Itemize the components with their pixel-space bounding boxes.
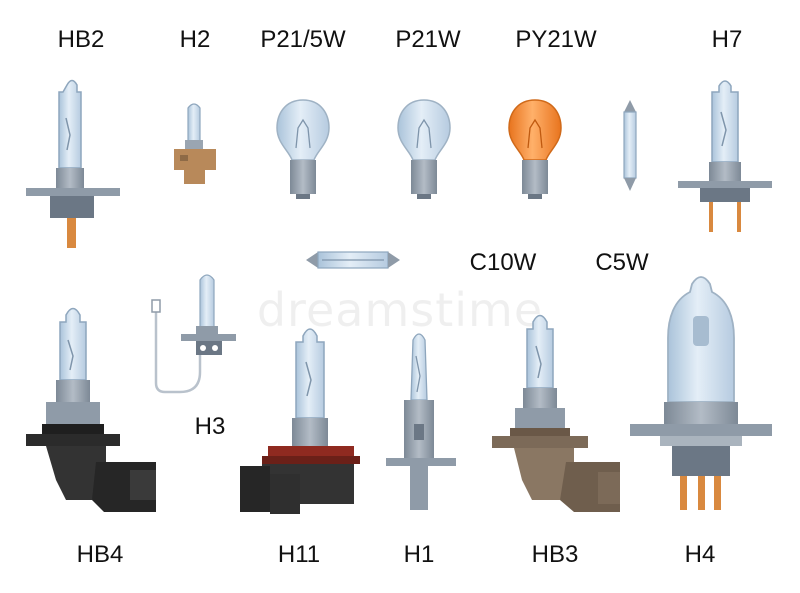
bulb-py21w <box>508 99 562 199</box>
bulb-h11 <box>240 328 360 514</box>
label-c10w: C10W <box>469 249 537 276</box>
bulb-hb2 <box>26 79 120 248</box>
label-hb2: HB2 <box>57 26 105 53</box>
label-h11: H11 <box>277 541 321 568</box>
label-h4: H4 <box>684 541 716 568</box>
bulb-h1 <box>386 333 456 510</box>
watermark: dreamstime <box>256 283 544 337</box>
bulb-hb3 <box>492 314 620 512</box>
label-h3: H3 <box>194 413 226 440</box>
label-h7: H7 <box>711 26 743 53</box>
label-c5w: C5W <box>595 249 649 276</box>
label-hb3: HB3 <box>531 541 579 568</box>
label-py21w: PY21W <box>515 26 597 53</box>
label-hb4: HB4 <box>76 541 124 568</box>
label-h2: H2 <box>179 26 211 53</box>
label-h1: H1 <box>403 541 435 568</box>
bulb-h7 <box>678 80 772 232</box>
label-p21-5w: P21/5W <box>260 26 346 53</box>
bulb-p21-5w <box>276 99 330 199</box>
bulb-h4 <box>630 276 772 510</box>
bulb-hb4 <box>26 307 156 512</box>
bulb-h3 <box>151 274 236 394</box>
bulb-p21w <box>397 99 451 199</box>
bulb-c10w <box>306 251 400 269</box>
bulb-h2 <box>174 103 216 184</box>
label-p21w: P21W <box>395 26 461 53</box>
bulb-c5w <box>623 100 637 191</box>
